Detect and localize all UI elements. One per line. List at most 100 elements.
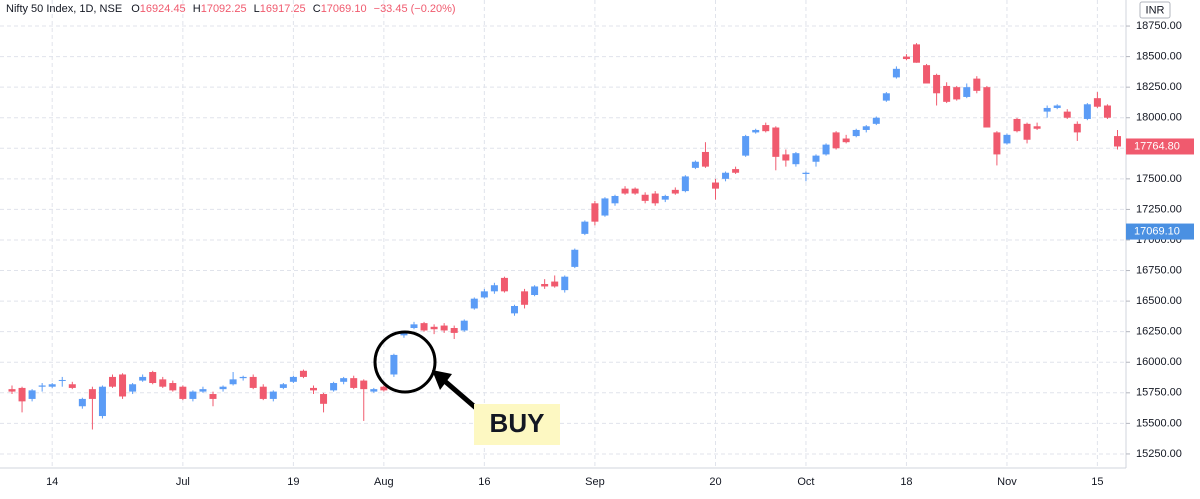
highlight-circle	[373, 330, 437, 394]
x-tick-label: Sep	[585, 476, 605, 488]
symbol: Nifty 50 Index, 1D, NSE	[6, 3, 122, 15]
legend-value: 16917.25	[260, 3, 306, 15]
y-tick-label: 15500.00	[1136, 417, 1182, 429]
candle-body	[712, 182, 719, 189]
y-tick-label: 16500.00	[1136, 295, 1182, 307]
candle-body	[591, 203, 599, 222]
candle-body	[1083, 104, 1091, 119]
candle-body	[511, 306, 518, 314]
x-tick-label: Nov	[997, 476, 1017, 488]
candle-body	[722, 172, 730, 179]
x-tick-label: Oct	[797, 476, 814, 488]
candle-body	[119, 374, 127, 397]
candle-body	[681, 176, 689, 192]
arrow-head	[432, 370, 452, 390]
candle-body	[1043, 107, 1051, 112]
axes: 15250.00 15500.00 15750.00 16000.00 16250.00…	[46, 20, 1194, 488]
y-tick-label: 17250.00	[1136, 203, 1182, 215]
y-tick-label: 16750.00	[1136, 264, 1182, 276]
candle-body	[330, 383, 338, 391]
y-tick-label: 15750.00	[1136, 387, 1182, 399]
candle-body	[993, 132, 1001, 155]
candle-body	[832, 132, 840, 149]
candle-body	[310, 387, 317, 391]
candle-body	[933, 74, 941, 94]
candle-body	[299, 370, 307, 377]
candle-body	[440, 325, 448, 331]
candle-body	[209, 394, 217, 399]
candle-body	[953, 87, 961, 100]
candle-body	[742, 136, 750, 156]
candle-body	[1114, 136, 1121, 147]
candle-body	[701, 151, 709, 167]
candle-body	[380, 386, 388, 391]
candle-body	[159, 379, 167, 387]
candle-body	[1053, 105, 1061, 108]
grid	[0, 0, 1126, 468]
candle-body	[1093, 98, 1101, 107]
candle-body	[661, 195, 669, 200]
candle-body	[279, 384, 287, 388]
candle-body	[1013, 118, 1021, 132]
candle-body	[360, 380, 368, 390]
candle-body	[792, 153, 800, 165]
legend-key: O	[131, 3, 140, 15]
candle-body	[58, 379, 66, 381]
candle-body	[782, 154, 790, 161]
y-tick-label: 18000.00	[1136, 112, 1182, 124]
candle-body	[913, 44, 920, 63]
candle-body	[691, 161, 699, 168]
candle-body	[601, 198, 609, 216]
candle-body	[561, 276, 569, 291]
annotation: BUY	[373, 330, 560, 445]
change: −33.45 (−0.20%)	[374, 3, 456, 15]
legend-key: C	[313, 3, 321, 15]
candle-body	[68, 384, 76, 388]
candle-body	[18, 387, 26, 402]
buy-label: BUY	[490, 408, 545, 438]
candle-body	[1063, 111, 1071, 118]
candle-body	[129, 384, 137, 392]
candle-body	[1103, 105, 1111, 118]
legend-key: L	[254, 3, 260, 15]
candle-body	[541, 284, 549, 287]
candle-body	[249, 376, 257, 388]
candle-body	[752, 129, 760, 133]
candle-body	[822, 144, 830, 155]
candle-body	[98, 386, 106, 417]
candle-body	[641, 194, 649, 201]
candle-body	[350, 378, 358, 388]
x-tick-label: 20	[709, 476, 721, 488]
arrow-shaft	[438, 375, 478, 410]
candle-body	[762, 125, 770, 132]
candle-body	[571, 249, 579, 267]
candle-body	[28, 390, 36, 399]
candle-body	[48, 384, 56, 387]
candle-body	[1003, 134, 1011, 144]
candle-body	[450, 328, 458, 333]
candle-body	[611, 195, 619, 204]
candle-body	[219, 386, 227, 390]
x-tick-label: Aug	[374, 476, 394, 488]
x-tick-label: 15	[1091, 476, 1103, 488]
candle-body	[169, 383, 177, 391]
candles	[8, 43, 1121, 430]
candle-body	[732, 169, 740, 173]
candle-body	[963, 87, 971, 97]
candle-body	[490, 285, 498, 292]
candle-body	[1033, 126, 1041, 129]
candle-body	[340, 378, 348, 382]
currency: INR	[1146, 4, 1165, 16]
y-tick-label: 16250.00	[1136, 326, 1182, 338]
y-tick-label: 15250.00	[1136, 448, 1182, 460]
candle-body	[892, 68, 900, 78]
candle-body	[923, 65, 931, 84]
candle-body	[109, 376, 116, 387]
candle-body	[882, 93, 890, 101]
candle-body	[651, 193, 659, 204]
candle-body	[78, 398, 86, 407]
price-tag-label: 17764.80	[1134, 140, 1180, 152]
candle-body	[420, 323, 428, 331]
